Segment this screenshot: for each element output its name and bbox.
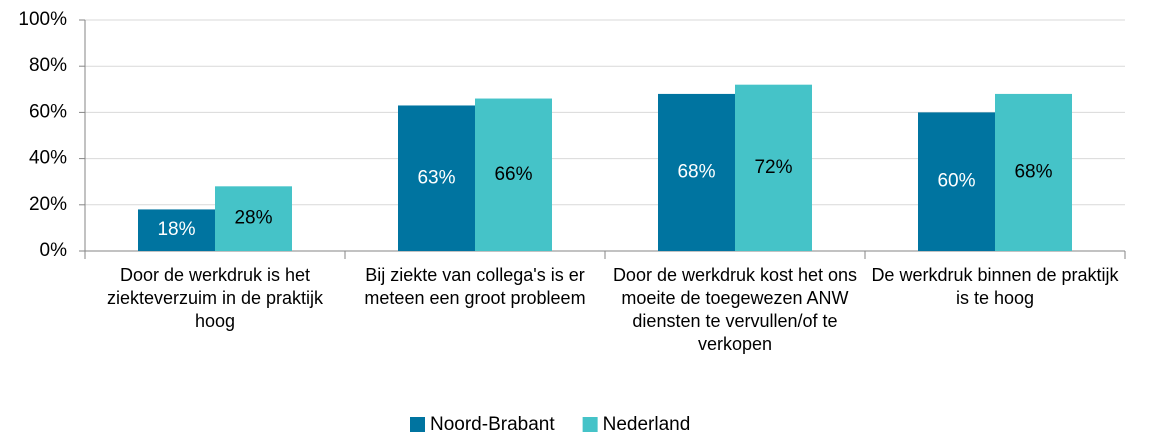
data-label: 28%: [234, 208, 272, 229]
bar: [475, 98, 552, 251]
bar: [995, 93, 1072, 251]
data-label: 60%: [937, 171, 975, 192]
bar: [918, 112, 995, 252]
legend-label: Noord-Brabant: [430, 414, 555, 434]
x-tick-label: Bij ziekte van collega's is er meteen ee…: [364, 265, 586, 308]
legend-swatch: [410, 417, 425, 432]
legend-label: Nederland: [603, 414, 691, 434]
data-label: 66%: [494, 164, 532, 185]
x-tick-label: Door de werkdruk kost het ons moeite de …: [612, 265, 858, 354]
y-tick-label: 60%: [29, 101, 67, 122]
bar: [398, 105, 475, 251]
y-tick-label: 80%: [29, 55, 67, 76]
y-tick-label: 40%: [29, 148, 67, 169]
bar: [138, 209, 215, 251]
bar: [735, 84, 812, 252]
y-tick-label: 0%: [40, 240, 68, 261]
x-tick-label: De werkdruk binnen de praktijk is te hoo…: [871, 265, 1119, 308]
legend-swatch: [582, 417, 598, 432]
x-tick-label: Door de werkdruk is het ziekteverzuim in…: [106, 265, 324, 331]
data-label: 72%: [754, 157, 792, 178]
data-label: 63%: [417, 167, 455, 188]
bar: [658, 93, 735, 251]
data-label: 18%: [157, 219, 195, 240]
data-label: 68%: [1014, 161, 1052, 182]
y-tick-label: 20%: [29, 194, 67, 215]
data-label: 68%: [677, 161, 715, 182]
y-tick-label: 100%: [18, 9, 67, 30]
bar: [215, 186, 292, 251]
